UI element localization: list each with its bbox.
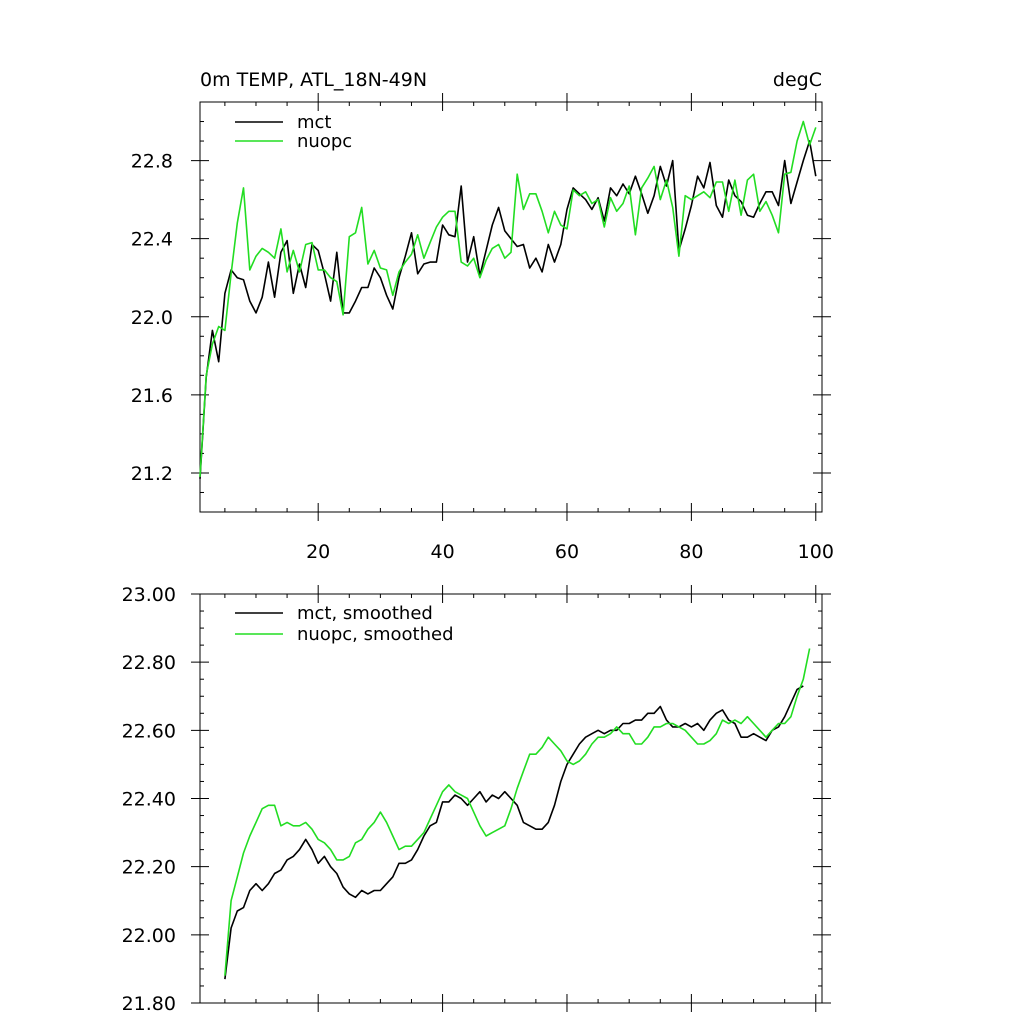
top-panel: 0m TEMP, ATL_18N-49N degC 20 40 60 80 100 21.… xyxy=(131,69,834,563)
y-tick-label: 21.80 xyxy=(122,993,176,1015)
y-tick-label: 22.4 xyxy=(131,229,173,251)
y-tick-label: 23.00 xyxy=(122,584,176,606)
series-line-nuopc-smoothed xyxy=(224,648,811,976)
legend-label: nuopc xyxy=(297,131,352,152)
top-title-left: 0m TEMP, ATL_18N-49N xyxy=(200,69,427,91)
top-title-right: degC xyxy=(773,69,822,91)
y-tick-label: 22.8 xyxy=(131,151,173,173)
y-tick-label: 21.6 xyxy=(131,385,173,407)
y-tick-label: 22.40 xyxy=(122,789,176,811)
x-tick-label: 20 xyxy=(306,541,330,563)
x-tick-label: 100 xyxy=(798,541,834,563)
legend-label: nuopc, smoothed xyxy=(297,624,454,645)
y-tick-label: 22.00 xyxy=(122,925,176,947)
y-tick-label: 22.0 xyxy=(131,307,173,329)
series-line-mct xyxy=(199,140,817,479)
y-tick-label: 22.80 xyxy=(122,652,176,674)
x-tick-label: 60 xyxy=(555,541,579,563)
legend-label: mct, smoothed xyxy=(297,603,433,624)
x-tick-label: 40 xyxy=(430,541,454,563)
x-tick-label: 80 xyxy=(679,541,703,563)
series-line-mct-smoothed xyxy=(224,685,804,980)
y-tick-label: 22.20 xyxy=(122,857,176,879)
plot-frame xyxy=(199,101,823,513)
y-tick-label: 22.60 xyxy=(122,720,176,742)
bottom-panel: 21.80 22.00 22.20 22.40 22.60 22.80 23.00 mct, … xyxy=(122,584,831,1015)
y-tick-label: 21.2 xyxy=(131,463,173,485)
legend-label: mct xyxy=(297,112,332,133)
series-line-nuopc xyxy=(199,120,817,477)
